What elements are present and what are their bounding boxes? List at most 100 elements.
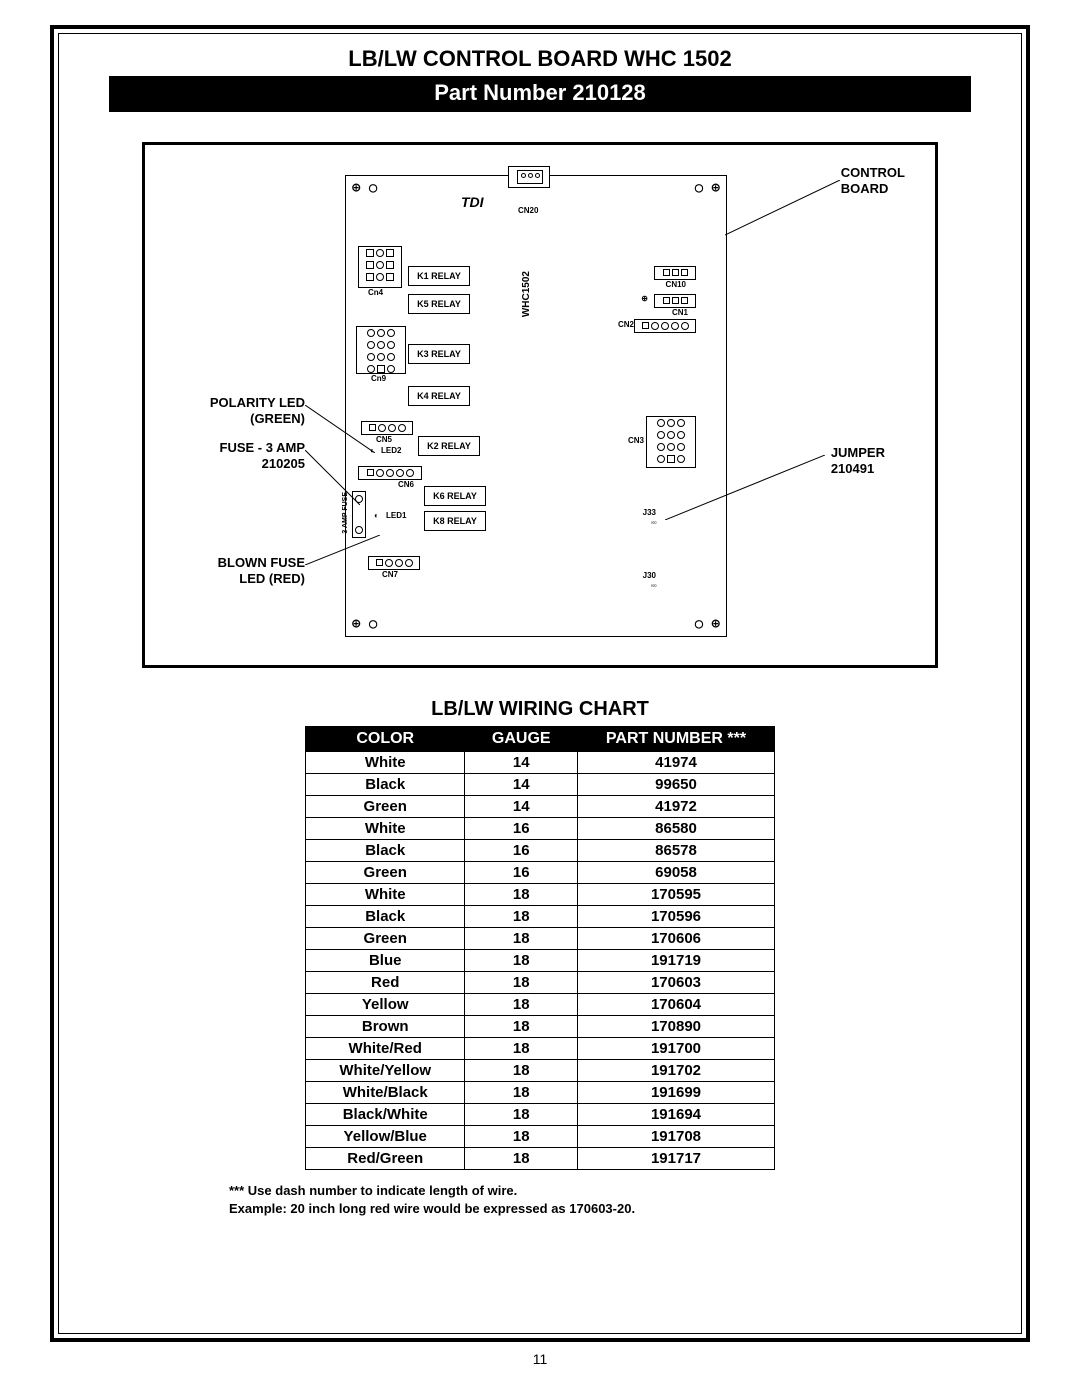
connector-cn1 <box>654 294 696 308</box>
table-cell: Yellow <box>306 994 465 1016</box>
table-row: Brown18170890 <box>306 1016 775 1038</box>
table-row: Red18170603 <box>306 972 775 994</box>
table-cell: 170595 <box>578 884 775 906</box>
wiring-chart-table: COLOR GAUGE PART NUMBER *** White1441974… <box>305 726 775 1170</box>
connector-label: Cn4 <box>368 288 383 297</box>
lead-line <box>725 180 870 240</box>
led-label: LED1 <box>386 511 406 520</box>
table-cell: 69058 <box>578 862 775 884</box>
table-cell: Green <box>306 796 465 818</box>
table-cell: Yellow/Blue <box>306 1126 465 1148</box>
table-cell: 41972 <box>578 796 775 818</box>
table-cell: 18 <box>465 884 578 906</box>
lead-line <box>305 450 360 505</box>
table-row: Black18170596 <box>306 906 775 928</box>
led-label: LED2 <box>381 446 401 455</box>
footnote-line-2: Example: 20 inch long red wire would be … <box>229 1200 1011 1218</box>
table-cell: Green <box>306 862 465 884</box>
table-cell: 18 <box>465 1038 578 1060</box>
connector-label: CN1 <box>672 308 688 317</box>
mounting-hole-icon: ○ ⊕ <box>695 180 720 196</box>
relay-k5: K5 RELAY <box>408 294 470 314</box>
jumper-pins-icon: ◦◦◦ <box>650 581 656 590</box>
connector-cn2 <box>634 319 696 333</box>
table-cell: 191719 <box>578 950 775 972</box>
connector-cn9 <box>356 326 406 374</box>
table-cell: Black <box>306 906 465 928</box>
table-cell: 14 <box>465 796 578 818</box>
title-bar-part-number: Part Number 210128 <box>109 76 971 112</box>
table-cell: 191708 <box>578 1126 775 1148</box>
mounting-hole-icon: ⊕ <box>641 294 648 303</box>
connector-cn6 <box>358 466 422 480</box>
relay-k2: K2 RELAY <box>418 436 480 456</box>
table-cell: 16 <box>465 818 578 840</box>
relay-k4: K4 RELAY <box>408 386 470 406</box>
table-cell: 18 <box>465 972 578 994</box>
led1-symbol: ◐ <box>374 511 379 520</box>
table-cell: 16 <box>465 862 578 884</box>
connector-label: CN7 <box>382 570 398 579</box>
table-cell: Black <box>306 840 465 862</box>
table-cell: White/Red <box>306 1038 465 1060</box>
connector-label: CN3 <box>628 436 644 445</box>
table-cell: White <box>306 752 465 774</box>
table-row: Yellow18170604 <box>306 994 775 1016</box>
table-cell: 170606 <box>578 928 775 950</box>
table-row: White/Yellow18191702 <box>306 1060 775 1082</box>
table-cell: 170596 <box>578 906 775 928</box>
table-cell: White <box>306 884 465 906</box>
board-logo: TDI <box>461 194 484 210</box>
table-row: Green1441972 <box>306 796 775 818</box>
connector-label: CN6 <box>398 480 414 489</box>
title-line-1: LB/LW CONTROL BOARD WHC 1502 <box>69 46 1011 72</box>
mounting-hole-icon: ⊕ ○ <box>352 616 377 632</box>
table-cell: 18 <box>465 1126 578 1148</box>
page-outer-frame: LB/LW CONTROL BOARD WHC 1502 Part Number… <box>50 25 1030 1342</box>
diagram-container: ⊕ ○ ○ ⊕ ⊕ ○ ○ ⊕ CN20 TDI WHC1502 <box>69 142 1011 668</box>
table-cell: 18 <box>465 1016 578 1038</box>
callout-fuse: FUSE - 3 AMP 210205 <box>175 440 305 473</box>
table-cell: 18 <box>465 906 578 928</box>
table-cell: White <box>306 818 465 840</box>
table-row: Green18170606 <box>306 928 775 950</box>
jumper-label: J33 <box>643 508 656 517</box>
table-row: White1686580 <box>306 818 775 840</box>
table-cell: 14 <box>465 752 578 774</box>
table-row: White18170595 <box>306 884 775 906</box>
relay-k3: K3 RELAY <box>408 344 470 364</box>
table-cell: 18 <box>465 1104 578 1126</box>
board-outline: ⊕ ○ ○ ⊕ ⊕ ○ ○ ⊕ CN20 TDI WHC1502 <box>345 175 727 637</box>
lead-line <box>665 455 825 520</box>
table-cell: Black <box>306 774 465 796</box>
connector-label: CN2 <box>618 320 634 329</box>
connector-label: CN20 <box>518 206 538 215</box>
table-cell: 18 <box>465 1060 578 1082</box>
table-cell: Blue <box>306 950 465 972</box>
table-cell: 18 <box>465 928 578 950</box>
connector-label: CN5 <box>376 435 392 444</box>
wiring-chart-title: LB/LW WIRING CHART <box>69 698 1011 721</box>
table-cell: 18 <box>465 1082 578 1104</box>
board-model-label: WHC1502 <box>521 271 532 317</box>
table-cell: 14 <box>465 774 578 796</box>
table-row: Green1669058 <box>306 862 775 884</box>
table-cell: 191702 <box>578 1060 775 1082</box>
table-cell: White/Yellow <box>306 1060 465 1082</box>
callout-blown-fuse: BLOWN FUSE LED (RED) <box>175 555 305 588</box>
connector-cn4 <box>358 246 402 288</box>
page-inner-frame: LB/LW CONTROL BOARD WHC 1502 Part Number… <box>58 33 1022 1334</box>
column-header-gauge: GAUGE <box>465 727 578 752</box>
table-cell: 191694 <box>578 1104 775 1126</box>
table-cell: 18 <box>465 994 578 1016</box>
table-cell: 170890 <box>578 1016 775 1038</box>
table-cell: 191699 <box>578 1082 775 1104</box>
table-cell: Green <box>306 928 465 950</box>
page-number: 11 <box>0 1351 1080 1367</box>
table-cell: 170603 <box>578 972 775 994</box>
table-cell: 16 <box>465 840 578 862</box>
table-cell: Red/Green <box>306 1148 465 1170</box>
connector-cn10 <box>654 266 696 280</box>
control-board-diagram: ⊕ ○ ○ ⊕ ⊕ ○ ○ ⊕ CN20 TDI WHC1502 <box>142 142 938 668</box>
callout-jumper: JUMPER 210491 <box>831 445 885 478</box>
